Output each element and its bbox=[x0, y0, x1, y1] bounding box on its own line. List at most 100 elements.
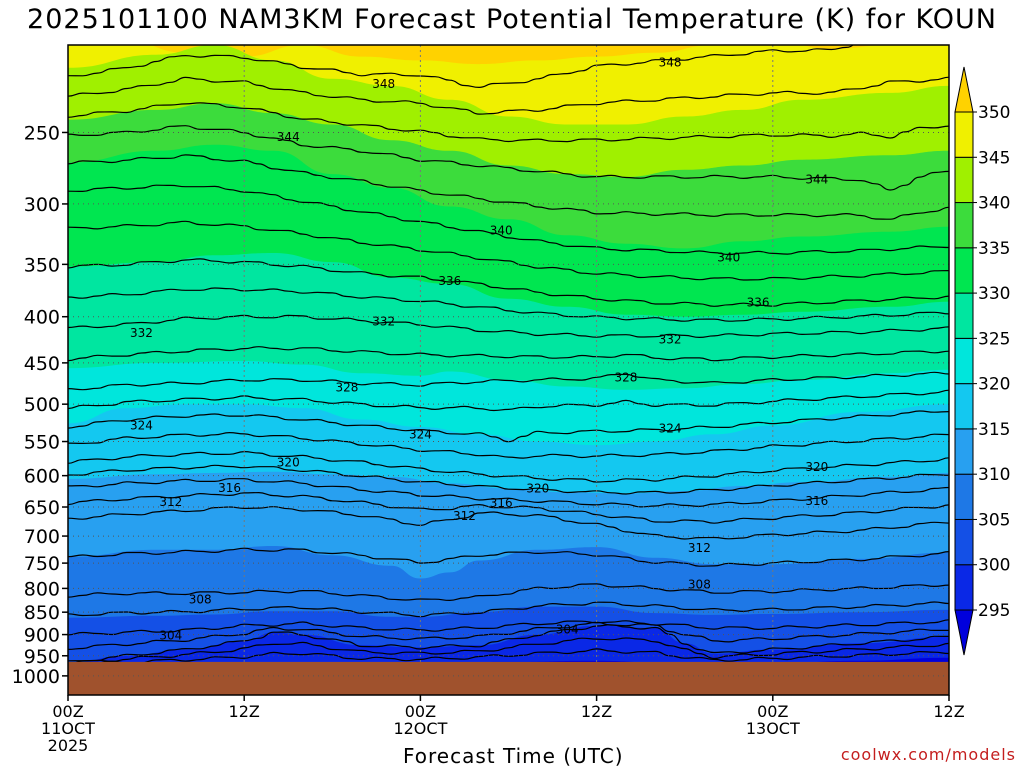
colorbar-box-320 bbox=[954, 337, 974, 385]
frame-rect bbox=[67, 44, 950, 696]
colorbar-lower-arrow bbox=[954, 609, 974, 656]
contour-label: 316 bbox=[490, 496, 513, 510]
y-tick-label: 350 bbox=[24, 254, 60, 276]
contour-label: 340 bbox=[490, 223, 513, 237]
contour-label: 328 bbox=[615, 370, 638, 384]
contour-350 bbox=[68, 45, 854, 89]
contour-label: 320 bbox=[805, 460, 828, 474]
contour-label: 332 bbox=[659, 333, 682, 347]
colorbar-label: 330 bbox=[978, 284, 1010, 304]
contour-label: 328 bbox=[336, 380, 359, 394]
contour-322 bbox=[68, 431, 949, 459]
contour-label: 312 bbox=[453, 509, 476, 523]
y-tick-label: 600 bbox=[24, 466, 60, 488]
y-tick-label: 650 bbox=[24, 497, 60, 519]
contour-label: 336 bbox=[747, 296, 770, 310]
x-tick-label: 00Z bbox=[757, 702, 788, 721]
colorbar-label: 350 bbox=[978, 103, 1010, 123]
contour-312 bbox=[68, 506, 949, 540]
terrain bbox=[68, 661, 949, 695]
colorbar-box-345 bbox=[954, 111, 974, 158]
contour-308 bbox=[68, 583, 949, 602]
contour-314 bbox=[68, 491, 949, 524]
contour-lines bbox=[68, 45, 949, 666]
colorbar: 295 300 305 310 315 320 325 330 335 340 345 350 bbox=[954, 66, 1010, 656]
contour-label: 324 bbox=[659, 421, 682, 435]
x-tick-label: 00Z bbox=[405, 702, 436, 721]
contour-342 bbox=[68, 154, 949, 220]
contour-300 bbox=[68, 624, 949, 662]
y-tick-label: 500 bbox=[24, 394, 60, 416]
colorbar-box-300 bbox=[954, 518, 974, 566]
colorbar-label: 315 bbox=[978, 420, 1010, 440]
contour-306 bbox=[68, 601, 949, 618]
contour-340 bbox=[68, 184, 949, 256]
x-tick-label: 12Z bbox=[581, 702, 612, 721]
filled-bands bbox=[68, 45, 949, 695]
colorbar-label: 345 bbox=[978, 148, 1010, 168]
chart-title: 2025101100 NAM3KM Forecast Potential Tem… bbox=[27, 4, 997, 35]
x-tick-label: 12OCT bbox=[393, 719, 447, 738]
colorbar-label: 310 bbox=[978, 465, 1010, 485]
y-tick-label: 1000 bbox=[12, 666, 60, 688]
contour-348 bbox=[68, 76, 949, 115]
x-tick-label: 13OCT bbox=[746, 719, 800, 738]
contour-label: 320 bbox=[526, 481, 549, 495]
plot-frame bbox=[67, 44, 950, 696]
contour-332 bbox=[68, 314, 949, 339]
y-tick-label: 550 bbox=[24, 432, 60, 454]
contour-298 bbox=[68, 637, 949, 666]
y-tick-label: 850 bbox=[24, 602, 60, 624]
contour-label: 312 bbox=[159, 495, 182, 509]
colorbar-label: 340 bbox=[978, 194, 1010, 214]
credit-link[interactable]: coolwx.com/models bbox=[840, 745, 1016, 764]
contour-label: 312 bbox=[688, 541, 711, 555]
contour-320 bbox=[68, 450, 949, 483]
colorbar-box-330 bbox=[954, 247, 974, 294]
colorbar-label: 305 bbox=[978, 510, 1010, 530]
contour-344 bbox=[68, 125, 949, 191]
contour-label: 308 bbox=[189, 593, 212, 607]
contour-326 bbox=[68, 389, 949, 412]
terrain-fill bbox=[68, 661, 949, 695]
x-tick-label: 12Z bbox=[229, 702, 260, 721]
colorbar-upper-arrow bbox=[954, 66, 974, 113]
contour-label: 344 bbox=[277, 130, 300, 144]
colorbar-box-305 bbox=[954, 473, 974, 520]
y-tick-label: 450 bbox=[24, 353, 60, 375]
contour-330 bbox=[68, 346, 949, 362]
colorbar-label: 295 bbox=[978, 601, 1010, 621]
contour-label: 348 bbox=[659, 55, 682, 69]
contour-328 bbox=[68, 371, 949, 391]
y-tick-label: 700 bbox=[24, 526, 60, 548]
contour-label: 348 bbox=[372, 77, 395, 91]
y-tick-label: 950 bbox=[24, 646, 60, 668]
contour-label: 324 bbox=[130, 419, 153, 433]
colorbar-label: 320 bbox=[978, 375, 1010, 395]
y-tick-label: 800 bbox=[24, 578, 60, 600]
x-tick-label: 2025 bbox=[48, 736, 89, 755]
contour-label: 324 bbox=[409, 427, 432, 441]
y-tick-label: 400 bbox=[24, 307, 60, 329]
contour-310 bbox=[68, 547, 949, 567]
contour-label: 320 bbox=[277, 455, 300, 469]
colorbar-box-295 bbox=[954, 564, 974, 611]
y-tick-label: 300 bbox=[24, 194, 60, 216]
x-tick-label: 12Z bbox=[933, 702, 964, 721]
contour-336 bbox=[68, 258, 949, 307]
x-tick-label: 11OCT bbox=[41, 719, 95, 738]
contour-label: 304 bbox=[159, 628, 182, 642]
contour-label: 308 bbox=[688, 577, 711, 591]
contour-346 bbox=[68, 102, 949, 143]
colorbar-box-315 bbox=[954, 383, 974, 430]
y-tick-label: 750 bbox=[24, 553, 60, 575]
contour-label: 336 bbox=[438, 274, 461, 288]
contour-label: 316 bbox=[805, 494, 828, 508]
contour-label: 316 bbox=[218, 481, 241, 495]
contour-296 bbox=[68, 648, 949, 666]
colorbar-label: 325 bbox=[978, 329, 1010, 349]
y-tick-label: 250 bbox=[24, 122, 60, 144]
